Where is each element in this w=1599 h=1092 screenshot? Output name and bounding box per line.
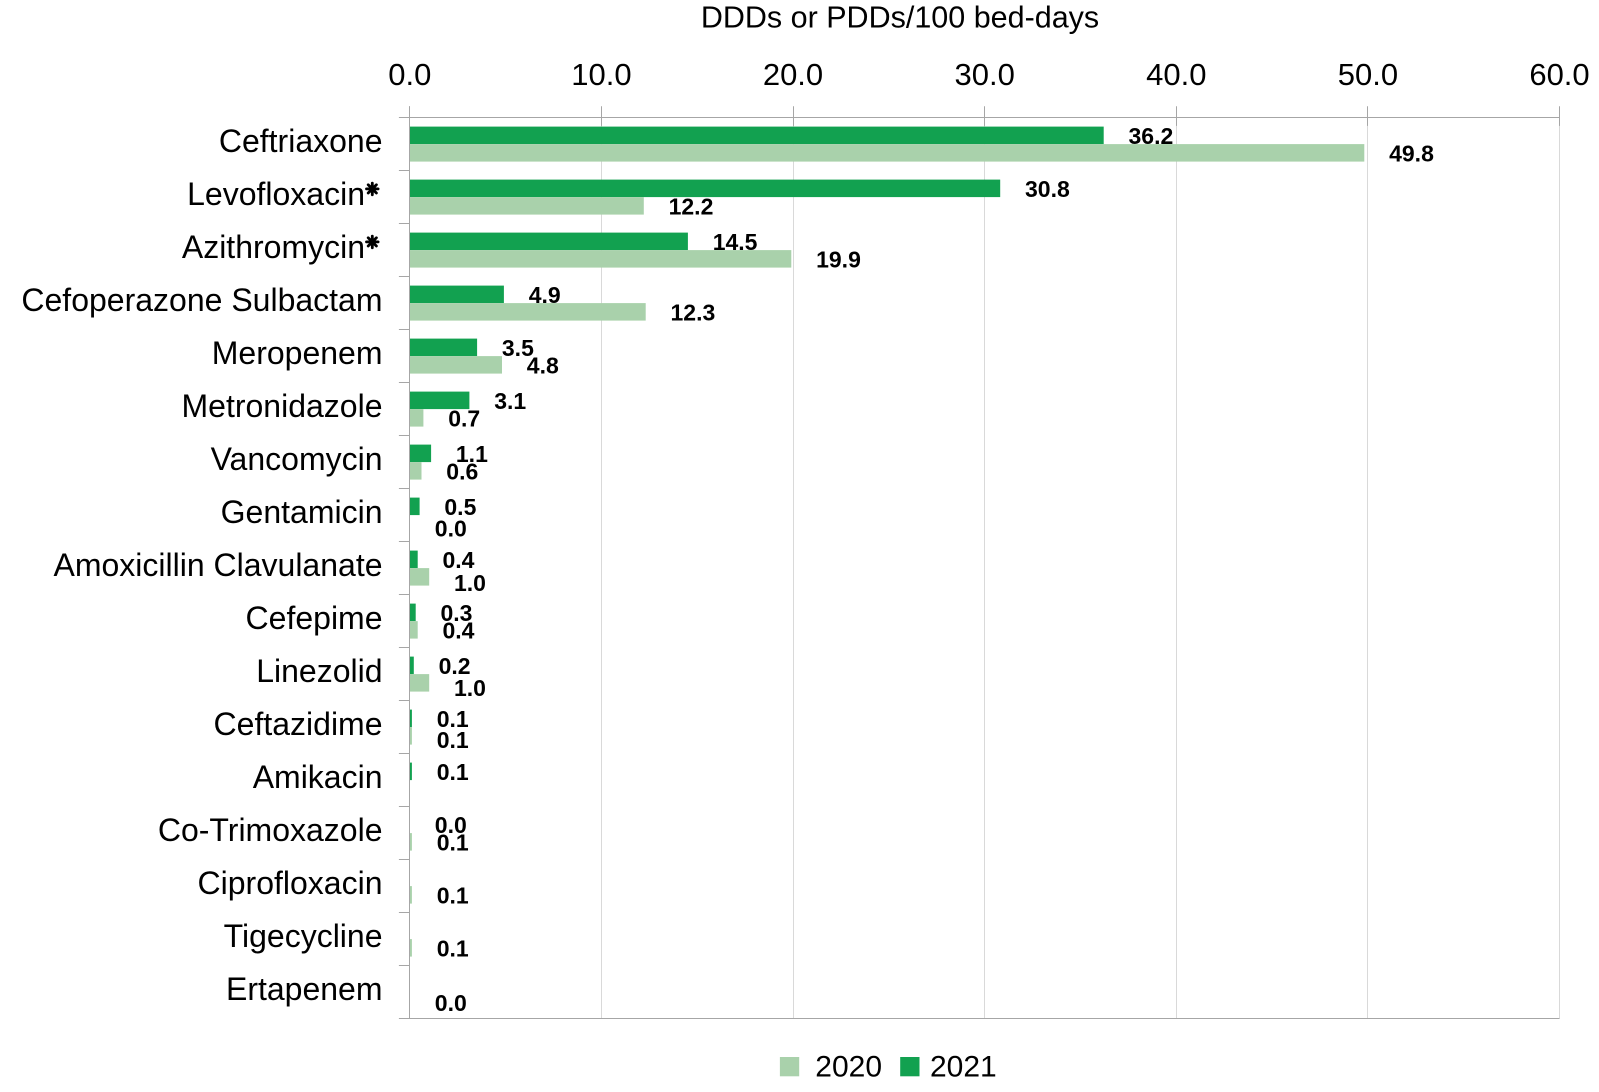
svg-text:Vancomycin: Vancomycin <box>211 441 383 477</box>
svg-text:Linezolid: Linezolid <box>256 653 382 689</box>
svg-text:Co-Trimoxazole: Co-Trimoxazole <box>158 812 383 848</box>
svg-text:12.3: 12.3 <box>671 299 716 325</box>
svg-text:0.4: 0.4 <box>443 547 475 573</box>
svg-text:0.7: 0.7 <box>448 405 480 431</box>
svg-text:1.0: 1.0 <box>454 675 486 701</box>
svg-text:3.1: 3.1 <box>494 388 526 414</box>
svg-text:Levofloxacin: Levofloxacin <box>187 176 365 212</box>
svg-text:4.8: 4.8 <box>527 352 559 378</box>
svg-text:1.0: 1.0 <box>454 570 486 596</box>
svg-text:0.1: 0.1 <box>437 883 469 909</box>
svg-text:Azithromycin: Azithromycin <box>182 229 365 265</box>
svg-text:10.0: 10.0 <box>571 57 631 92</box>
svg-text:49.8: 49.8 <box>1389 140 1434 166</box>
svg-text:0.1: 0.1 <box>437 759 469 785</box>
svg-text:Meropenem: Meropenem <box>212 335 383 371</box>
svg-text:30.8: 30.8 <box>1025 176 1070 202</box>
svg-text:0.0: 0.0 <box>435 516 467 542</box>
svg-text:1.1: 1.1 <box>456 441 488 467</box>
svg-text:12.2: 12.2 <box>669 193 714 219</box>
svg-text:Ceftriaxone: Ceftriaxone <box>219 123 383 159</box>
svg-text:20.0: 20.0 <box>763 57 823 92</box>
svg-text:2020: 2020 <box>815 1050 882 1083</box>
svg-text:0.5: 0.5 <box>444 494 476 520</box>
svg-text:Tigecycline: Tigecycline <box>224 918 383 954</box>
svg-text:0.0: 0.0 <box>435 812 467 838</box>
svg-text:Amikacin: Amikacin <box>253 759 383 795</box>
svg-text:0.1: 0.1 <box>437 727 469 753</box>
svg-text:3.5: 3.5 <box>502 335 534 361</box>
svg-text:0.2: 0.2 <box>439 653 471 679</box>
svg-text:0.1: 0.1 <box>437 830 469 856</box>
svg-text:Amoxicillin Clavulanate: Amoxicillin Clavulanate <box>53 547 382 583</box>
svg-text:Ertapenem: Ertapenem <box>226 971 383 1007</box>
svg-text:Cefepime: Cefepime <box>246 600 383 636</box>
svg-text:60.0: 60.0 <box>1529 57 1589 92</box>
svg-text:Ciprofloxacin: Ciprofloxacin <box>198 865 383 901</box>
svg-text:Metronidazole: Metronidazole <box>182 388 383 424</box>
svg-text:0.0: 0.0 <box>388 57 431 92</box>
svg-text:0.1: 0.1 <box>437 706 469 732</box>
svg-text:0.6: 0.6 <box>446 458 478 484</box>
svg-text:19.9: 19.9 <box>816 247 861 273</box>
svg-text:0.4: 0.4 <box>443 618 475 644</box>
svg-text:40.0: 40.0 <box>1146 57 1206 92</box>
svg-text:DDDs or PDDs/100 bed-days: DDDs or PDDs/100 bed-days <box>701 1 1099 35</box>
svg-text:0.3: 0.3 <box>441 600 473 626</box>
svg-text:50.0: 50.0 <box>1338 57 1398 92</box>
svg-text:Cefoperazone Sulbactam: Cefoperazone Sulbactam <box>21 282 382 318</box>
svg-text:Gentamicin: Gentamicin <box>221 494 383 530</box>
svg-text:0.0: 0.0 <box>435 990 467 1016</box>
svg-text:2021: 2021 <box>930 1050 997 1083</box>
svg-text:0.1: 0.1 <box>437 936 469 962</box>
svg-text:30.0: 30.0 <box>955 57 1015 92</box>
svg-text:Ceftazidime: Ceftazidime <box>214 706 383 742</box>
